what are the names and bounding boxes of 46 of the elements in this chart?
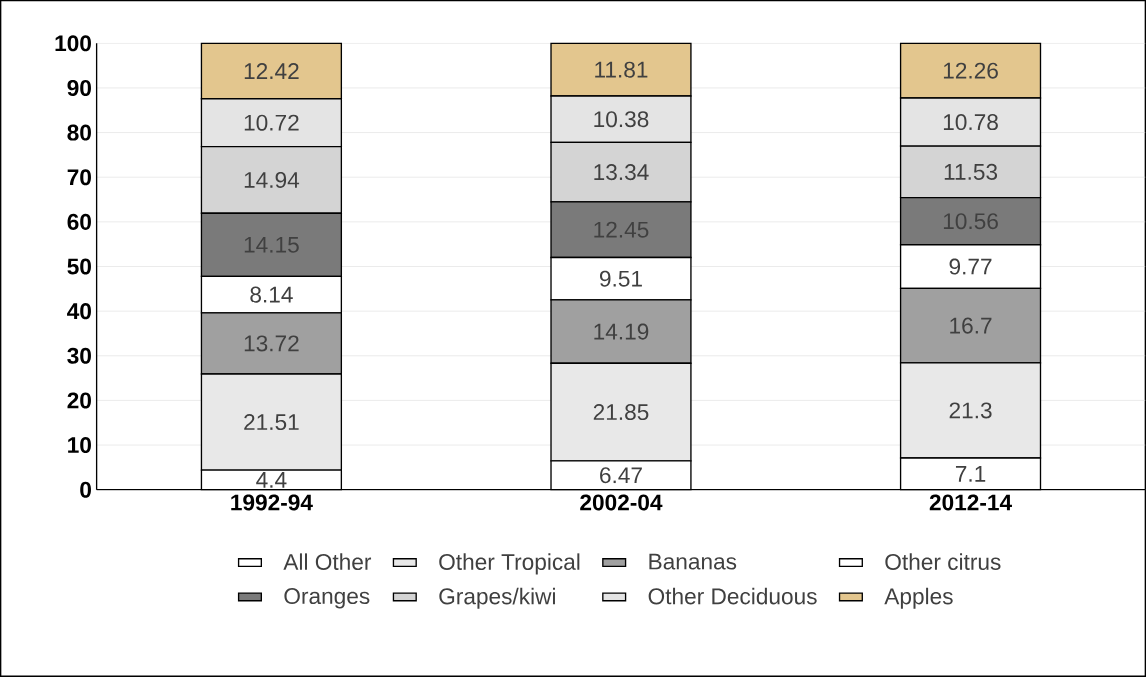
data-label: 13.34 (594, 164, 649, 181)
y-tick-label: 40 (67, 303, 91, 320)
data-label: 21.85 (593, 404, 649, 421)
data-label: 11.81 (595, 61, 648, 78)
x-tick-label: 1992-94 (231, 494, 313, 511)
data-label: 11.53 (944, 163, 998, 180)
y-tick-label: 90 (67, 79, 91, 96)
data-label: 4.4 (256, 472, 287, 488)
y-tick-label: 30 (67, 347, 91, 364)
y-tick-label: 10 (68, 437, 91, 454)
data-label: 10.72 (244, 114, 299, 131)
y-tick-label: 50 (67, 258, 91, 275)
data-label: 6.47 (600, 467, 642, 484)
legend-label: Grapes/kiwi (439, 587, 555, 609)
data-label: 10.56 (943, 213, 998, 230)
y-tick-label: 100 (55, 35, 91, 52)
data-label: 12.42 (244, 63, 299, 79)
data-label: 14.19 (594, 323, 649, 340)
data-label: 7.1 (955, 466, 986, 482)
data-label: 9.77 (949, 258, 992, 275)
legend-label: All Other (283, 553, 372, 571)
x-tick-label: 2012-14 (929, 494, 1012, 511)
data-label: 10.38 (594, 111, 649, 128)
y-tick-label: 80 (67, 124, 91, 141)
x-tick-label: 2002-04 (580, 494, 663, 511)
legend-label: Apples (884, 587, 953, 609)
data-label: 12.26 (943, 62, 998, 79)
y-tick-label: 0 (80, 481, 91, 498)
legend-label: Other Deciduous (648, 587, 817, 605)
data-label: 14.15 (244, 236, 299, 253)
data-label: 21.3 (949, 402, 992, 419)
data-label: 14.94 (244, 171, 300, 188)
data-label: 21.51 (244, 414, 299, 431)
data-label: 12.45 (594, 221, 649, 238)
data-label: 10.78 (943, 114, 998, 131)
y-tick-label: 70 (67, 169, 91, 186)
legend-label: Other Tropical (439, 553, 580, 575)
y-tick-label: 60 (67, 213, 91, 230)
y-tick-label: 20 (67, 392, 91, 409)
legend-label: Other citrus (885, 553, 1001, 571)
data-label: 8.14 (250, 286, 293, 303)
legend-label: Bananas (649, 553, 737, 570)
data-label: 9.51 (600, 270, 642, 287)
data-label: 13.72 (244, 335, 299, 352)
data-label: 16.7 (950, 317, 992, 334)
legend-label: Oranges (284, 588, 370, 609)
